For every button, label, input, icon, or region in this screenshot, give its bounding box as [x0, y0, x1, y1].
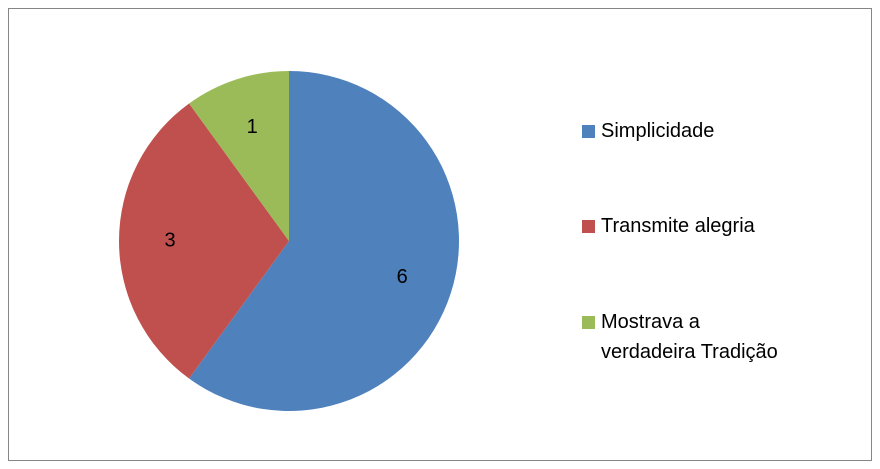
legend-label: Mostrava a verdadeira Tradição	[601, 311, 778, 363]
legend-label: Simplicidade	[601, 120, 715, 142]
legend-item: Transmite alegria	[582, 211, 789, 241]
data-label: 3	[164, 229, 175, 251]
pie-slice	[189, 71, 289, 241]
data-label: 6	[397, 266, 408, 288]
legend-swatch	[582, 220, 595, 233]
legend-item: Mostrava a verdadeira Tradição	[582, 307, 789, 367]
legend-swatch	[582, 316, 595, 329]
legend-item: Simplicidade	[582, 116, 789, 146]
pie-slice	[189, 71, 460, 412]
pie-slice	[118, 103, 289, 379]
legend-swatch	[582, 125, 595, 138]
data-label: 1	[247, 116, 258, 138]
legend-label: Transmite alegria	[601, 215, 755, 237]
